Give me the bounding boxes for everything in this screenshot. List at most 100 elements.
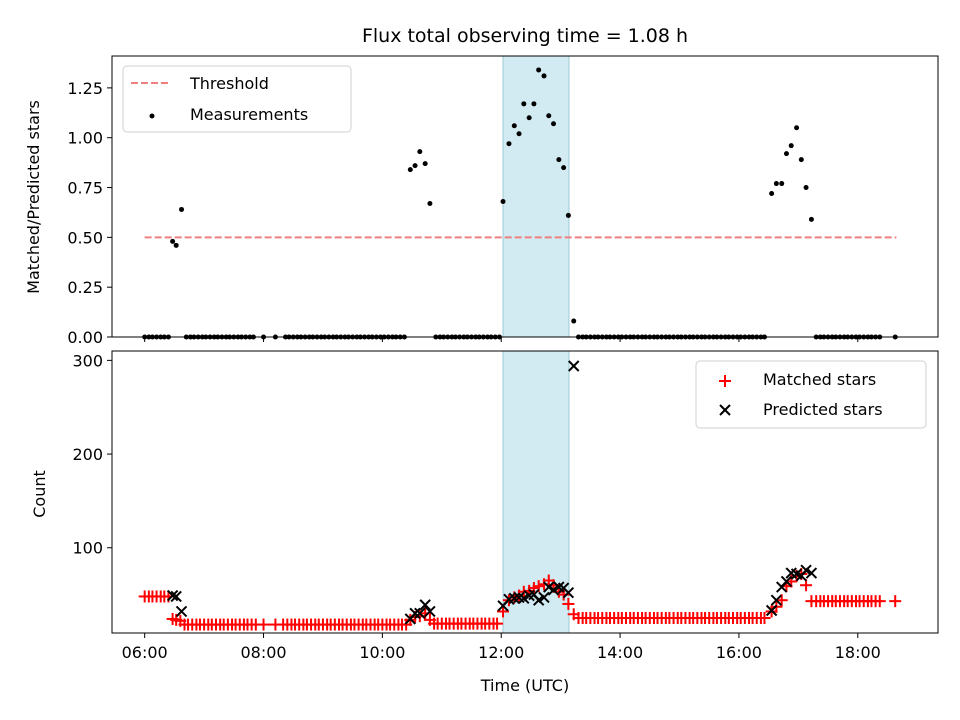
legend-matched-swatch (719, 375, 731, 387)
top-y-axis-label: Matched/Predicted stars (24, 100, 43, 294)
predicted-star-point (805, 567, 818, 579)
matched-star-point (800, 579, 813, 592)
chart-title: Flux total observing time = 1.08 h (362, 25, 688, 47)
predicted-star-point (166, 589, 179, 602)
measurement-point (788, 143, 794, 149)
predicted-star-point (419, 599, 431, 611)
measurement-points (142, 67, 898, 340)
measurement-point (511, 123, 517, 129)
x-axis-label: Time (UTC) (480, 676, 569, 695)
predicted-star-point (765, 604, 778, 617)
top-y-tick-label: 0.75 (67, 179, 103, 198)
bottom-legend-box (695, 360, 927, 429)
measurement-point (798, 157, 804, 163)
measurement-point (407, 167, 413, 173)
top-panel: 0.00 0.25 0.50 0.75 1.00 1.25 Matched/Predict… (24, 55, 939, 347)
measurement-point (521, 101, 527, 107)
measurement-point (173, 242, 179, 248)
predicted-star-point (532, 594, 545, 606)
legend-measurements-label: Measurements (190, 105, 308, 124)
predicted-star-point (409, 607, 421, 620)
measurement-point (551, 121, 557, 127)
bottom-y-axis-label: Count (30, 470, 49, 518)
measurement-point (556, 157, 562, 163)
top-y-tick-label: 1.25 (67, 79, 103, 98)
top-legend: Threshold Measurements (122, 65, 352, 133)
x-tick-label: 16:00 (716, 643, 762, 662)
measurement-point (794, 125, 800, 131)
predicted-star-point (780, 575, 793, 588)
bottom-legend: Matched stars Predicted stars (695, 360, 927, 429)
measurement-point (422, 161, 428, 167)
measurement-point (773, 181, 779, 187)
x-tick-label: 10:00 (359, 643, 405, 662)
matched-star-point (562, 597, 575, 610)
x-tick-label: 18:00 (835, 643, 881, 662)
predicted-star-point (424, 605, 436, 618)
measurement-point (541, 73, 547, 79)
legend-measurements-swatch (149, 113, 155, 119)
matched-star-point (497, 605, 510, 618)
predicted-star-point (414, 607, 426, 620)
predicted-star-point (568, 360, 580, 372)
matched-star-point (889, 595, 902, 608)
bottom-y-axis: 100 200 300 (72, 351, 112, 558)
measurement-point (561, 165, 567, 171)
measurement-point (531, 101, 537, 107)
predicted-star-point (170, 590, 182, 603)
top-y-tick-label: 0.50 (67, 228, 103, 247)
measurement-point (571, 318, 577, 324)
predicted-star-point (800, 564, 812, 576)
measurement-point (427, 200, 433, 206)
x-tick-label: 06:00 (122, 643, 168, 662)
x-tick-label: 08:00 (240, 643, 286, 662)
measurement-point (179, 206, 185, 212)
bottom-y-tick-label: 300 (72, 351, 103, 370)
bottom-panel: 100 200 300 06:00 08:00 10:00 12:00 14:00 16:00… (30, 350, 939, 695)
measurement-point (500, 198, 506, 204)
measurement-point (546, 113, 552, 119)
measurement-point (412, 163, 418, 169)
matched-star-point (758, 612, 771, 625)
top-legend-box (122, 65, 352, 133)
legend-matched-label: Matched stars (763, 370, 876, 389)
predicted-star-point (770, 594, 783, 606)
predicted-stars-series (166, 360, 818, 625)
top-y-tick-label: 0.00 (67, 328, 103, 347)
matched-star-point (491, 617, 504, 630)
legend-predicted-swatch (719, 404, 731, 416)
top-highlight-span (502, 55, 570, 338)
measurement-point (565, 212, 571, 218)
top-y-axis: 0.00 0.25 0.50 0.75 1.00 1.25 (67, 79, 112, 347)
matched-star-point (873, 595, 886, 608)
predicted-star-point (547, 584, 560, 596)
legend-predicted-label: Predicted stars (763, 400, 883, 419)
bottom-x-axis: 06:00 08:00 10:00 12:00 14:00 16:00 18:00 (122, 633, 881, 662)
x-tick-label: 12:00 (478, 643, 524, 662)
measurement-point (803, 185, 809, 191)
measurement-point (769, 191, 775, 197)
top-y-tick-label: 1.00 (67, 129, 103, 148)
measurement-point (536, 67, 542, 73)
measurement-point (779, 181, 785, 187)
top-plot-frame (111, 55, 939, 338)
predicted-star-point (518, 592, 530, 605)
measurement-point (170, 238, 176, 244)
legend-threshold-label: Threshold (189, 74, 269, 93)
measurement-point (417, 149, 423, 155)
measurement-point (783, 151, 789, 157)
predicted-star-point (538, 591, 550, 604)
bottom-y-tick-label: 100 (72, 539, 103, 558)
top-y-tick-label: 0.25 (67, 278, 103, 297)
measurement-point (506, 141, 512, 147)
x-tick-label: 14:00 (597, 643, 643, 662)
predicted-star-point (175, 605, 188, 618)
predicted-star-point (562, 587, 575, 599)
measurement-point (516, 131, 522, 137)
bottom-plot-frame (111, 350, 939, 634)
measurement-point (808, 216, 814, 222)
matched-star-point (257, 618, 270, 631)
measurement-point (526, 115, 532, 121)
bottom-y-tick-label: 200 (72, 445, 103, 464)
